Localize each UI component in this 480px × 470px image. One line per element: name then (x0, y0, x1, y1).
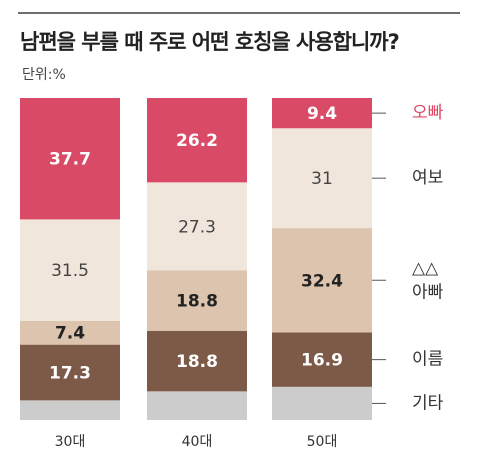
bar-segment (147, 391, 247, 420)
legend-label: △△ (412, 258, 439, 278)
bar-segment (272, 128, 372, 229)
legend-label: 오빠 (412, 103, 444, 123)
category-label: 40대 (182, 434, 213, 450)
segment-value-label: 9.4 (307, 104, 337, 124)
bar-segment (147, 98, 247, 183)
bar-segment (20, 98, 120, 220)
category-label: 50대 (307, 434, 338, 450)
legend-label: 아빠 (412, 282, 444, 302)
segment-value-label: 37.7 (49, 150, 91, 170)
bar-segment (272, 386, 372, 420)
category-label: 30대 (55, 434, 86, 450)
bar-segment (147, 270, 247, 331)
chart-title: 남편을 부를 때 주로 어떤 호칭을 사용합니까? (20, 30, 400, 54)
bar-segment (20, 400, 120, 420)
bar-segment (147, 330, 247, 392)
bar-segment (20, 344, 120, 401)
bar-segment (20, 219, 120, 321)
segment-value-label: 16.9 (301, 351, 343, 371)
segment-value-label: 7.4 (55, 324, 85, 344)
legend-label: 기타 (412, 393, 444, 413)
bar-segment (272, 98, 372, 129)
legend-label: 이름 (412, 350, 443, 370)
segment-value-label: 32.4 (301, 271, 343, 291)
bar-segment (20, 320, 120, 345)
segment-value-label: 18.8 (176, 292, 218, 312)
segment-value-label: 26.2 (176, 131, 218, 151)
segment-value-label: 27.3 (178, 217, 216, 237)
segment-value-label: 18.8 (176, 352, 218, 372)
segment-value-label: 31 (311, 169, 333, 189)
bar-segment (272, 228, 372, 333)
top-rule (18, 12, 460, 14)
segment-value-label: 31.5 (51, 261, 89, 281)
segment-value-label: 17.3 (49, 364, 91, 384)
legend-label: 여보 (412, 168, 443, 188)
bar-segment (147, 182, 247, 271)
unit-label: 단위:% (22, 67, 66, 83)
bar-segment (272, 332, 372, 387)
